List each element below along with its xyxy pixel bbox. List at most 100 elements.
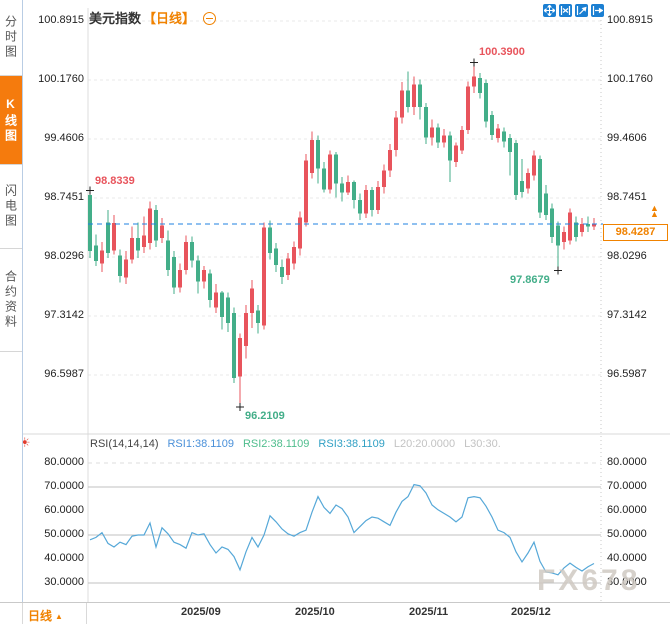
price-axis-label-left: 99.4606 xyxy=(44,131,84,144)
candle xyxy=(220,292,224,318)
candle xyxy=(520,181,524,192)
candle xyxy=(454,145,458,163)
page-title: 美元指数 xyxy=(89,11,142,26)
candle xyxy=(508,138,512,153)
candle xyxy=(190,242,194,261)
sidebar-item-time-chart[interactable]: 分时图 xyxy=(0,0,22,76)
candle xyxy=(472,76,476,87)
rsi-name: RSI(14,14,14) xyxy=(90,438,159,450)
rsi-line xyxy=(89,483,595,576)
high-price-annotation: 98.8339 xyxy=(95,174,135,187)
rsi-header: RSI(14,14,14) RSI1:38.1109 RSI2:38.1109 RSI… xyxy=(90,438,510,450)
candle xyxy=(418,84,422,107)
rsi2-value: RSI2:38.1109 xyxy=(242,438,310,450)
rsi-axis-label-left: 50.0000 xyxy=(44,528,84,540)
candle xyxy=(310,139,314,173)
candle xyxy=(370,190,374,210)
candle xyxy=(256,310,260,323)
candle xyxy=(172,256,176,288)
price-axis-label-right: 98.7451 xyxy=(607,191,647,203)
fit-scale-icon[interactable] xyxy=(575,4,588,17)
collapse-indicator-icon[interactable] xyxy=(202,12,216,25)
goto-latest-icon[interactable] xyxy=(591,4,604,17)
price-axis-label-right: 100.8915 xyxy=(607,14,653,26)
candle xyxy=(574,222,578,238)
candle xyxy=(562,232,566,243)
candle xyxy=(244,313,248,347)
candle xyxy=(436,127,440,143)
candle xyxy=(280,266,284,277)
candle xyxy=(400,90,404,118)
rsi-l20-level: L20:20.0000 xyxy=(393,438,456,450)
chart-header: 美元指数 【日线】 xyxy=(89,8,216,27)
sidebar-item-lightning-chart[interactable]: 闪电图 xyxy=(0,165,22,249)
rsi-axis-label-left: 40.0000 xyxy=(44,552,84,564)
candle xyxy=(484,82,488,122)
candle xyxy=(538,158,542,213)
low-price-annotation: 96.2109 xyxy=(245,409,285,422)
rsi-axis-label-left: 60.0000 xyxy=(44,504,84,516)
rsi-settings-icon[interactable]: ☀ xyxy=(19,435,31,450)
rsi-axis-label-left: 30.0000 xyxy=(44,576,84,588)
rsi-axis-label-right: 80.0000 xyxy=(607,456,647,468)
candle xyxy=(196,260,200,282)
candle xyxy=(358,200,362,214)
candle xyxy=(100,250,104,264)
candle xyxy=(514,143,518,196)
timeframe-tag: 【日线】 xyxy=(143,11,196,26)
date-label: 2025/11 xyxy=(409,606,449,618)
date-label: 2025/09 xyxy=(181,606,221,618)
candle xyxy=(424,106,428,138)
candle xyxy=(412,84,416,107)
candle xyxy=(112,223,116,251)
low-price-annotation: 97.8679 xyxy=(510,274,550,287)
current-price-tag: 98.4287 xyxy=(603,224,668,242)
candle xyxy=(268,227,272,253)
candle xyxy=(208,273,212,300)
candle xyxy=(250,288,254,314)
candle xyxy=(286,258,290,276)
candle xyxy=(550,208,554,238)
candle xyxy=(556,225,560,246)
rsi-l30-level: L30:30. xyxy=(464,438,501,450)
candle xyxy=(394,117,398,150)
candle xyxy=(586,223,590,227)
price-up-arrows-icon: ▲ ▲ xyxy=(650,203,659,220)
pan-icon[interactable] xyxy=(543,4,556,17)
candle xyxy=(352,181,356,201)
date-label: 2025/12 xyxy=(511,606,551,618)
price-axis-label-right: 97.3142 xyxy=(607,308,647,321)
candle xyxy=(376,186,380,210)
candle xyxy=(328,154,332,190)
candle xyxy=(148,208,152,243)
rsi3-value: RSI3:38.1109 xyxy=(318,438,385,450)
candle xyxy=(532,155,536,176)
rsi-axis-label-right: 60.0000 xyxy=(607,504,647,516)
timeframe-selector[interactable]: 日线 ▲ xyxy=(28,609,63,623)
divider xyxy=(86,603,87,624)
candle xyxy=(262,227,266,326)
price-axis-label-right: 99.4606 xyxy=(607,131,647,144)
candle xyxy=(382,170,386,187)
price-axis-label-left: 97.3142 xyxy=(44,308,84,321)
candle xyxy=(568,212,572,241)
candle xyxy=(202,270,206,282)
dropdown-up-arrow-icon: ▲ xyxy=(55,612,63,621)
fit-width-icon[interactable] xyxy=(559,4,572,17)
candle xyxy=(166,240,170,271)
candle xyxy=(364,190,368,214)
candle xyxy=(226,297,230,323)
candle xyxy=(130,238,134,260)
sidebar-item-contract-info[interactable]: 合约资料 xyxy=(0,249,22,352)
candle xyxy=(154,209,158,241)
rsi-axis-label-right: 70.0000 xyxy=(607,480,647,492)
candle xyxy=(442,135,446,143)
candle xyxy=(460,129,464,151)
sidebar-item-kline-chart[interactable]: K线图 xyxy=(0,76,22,165)
candle xyxy=(292,247,296,264)
candle xyxy=(340,183,344,193)
price-axis-label-left: 100.8915 xyxy=(38,14,84,26)
x-axis-bar: 日线 ▲ xyxy=(0,602,670,624)
